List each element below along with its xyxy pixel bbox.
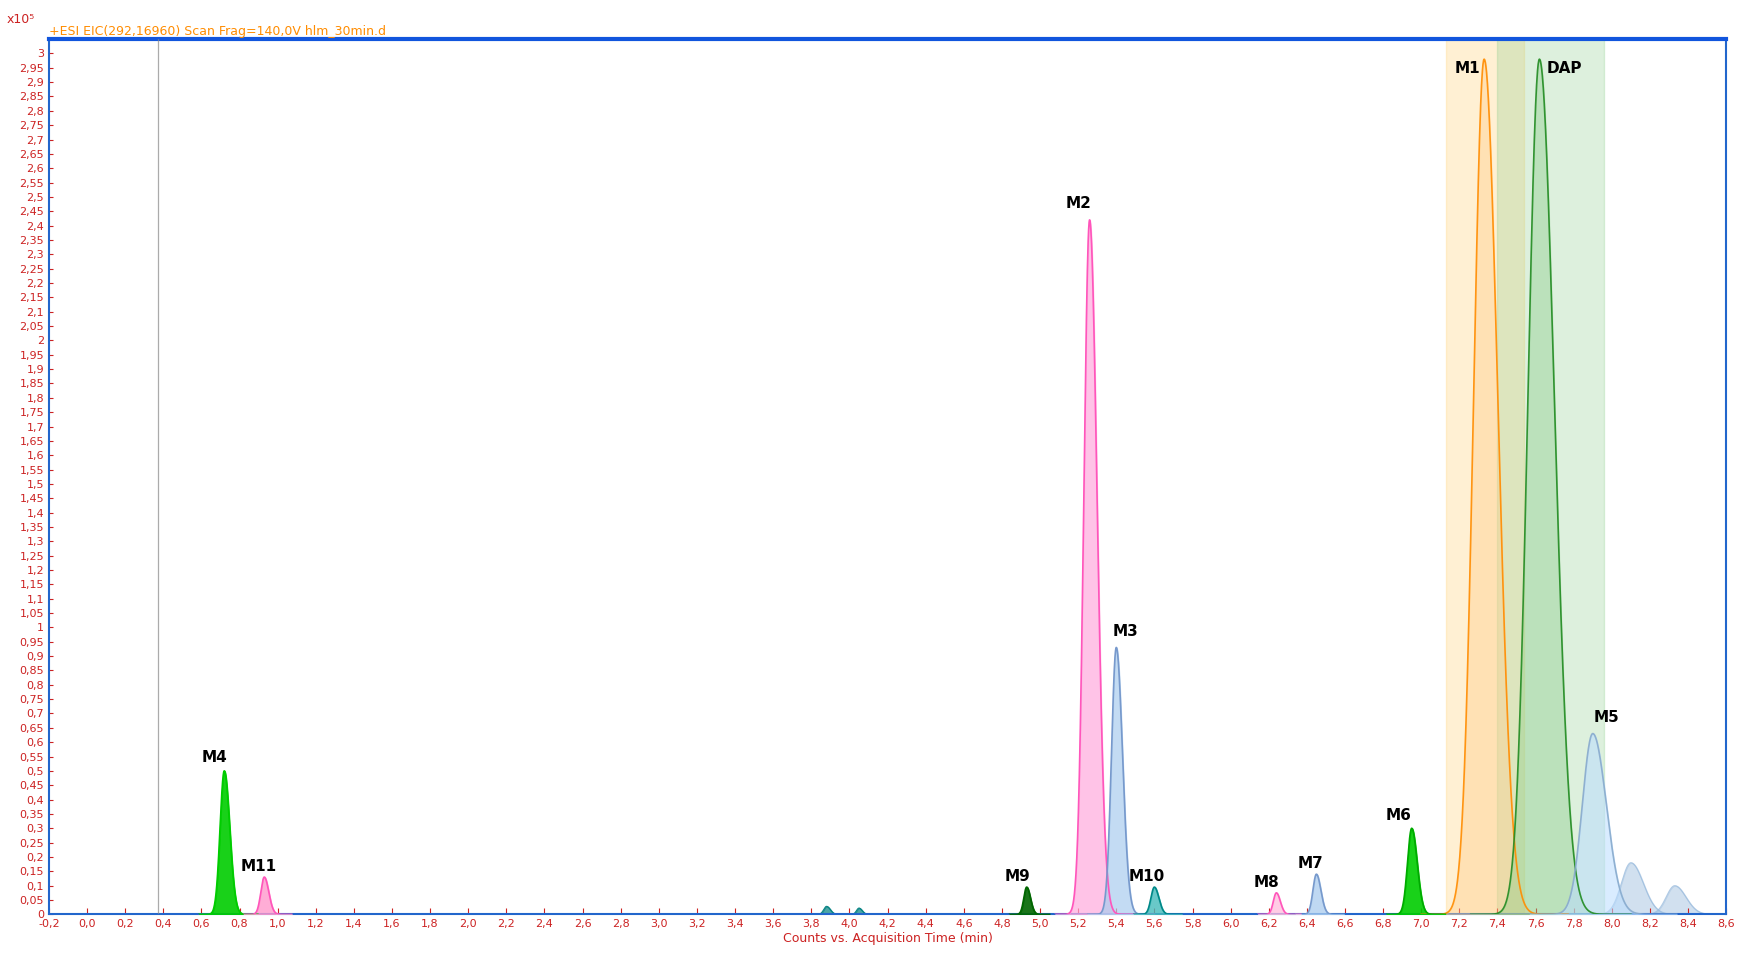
Text: M6: M6 bbox=[1386, 807, 1410, 823]
Bar bbox=[1498, 39, 1605, 914]
Text: x10⁵: x10⁵ bbox=[7, 12, 35, 26]
Text: DAP: DAP bbox=[1547, 61, 1582, 77]
Text: M1: M1 bbox=[1454, 61, 1480, 77]
Text: +ESI EIC(292,16960) Scan Frag=140,0V hlm_30min.d: +ESI EIC(292,16960) Scan Frag=140,0V hlm… bbox=[49, 25, 387, 38]
Bar bbox=[1446, 39, 1524, 914]
Text: M10: M10 bbox=[1129, 869, 1166, 884]
Text: M4: M4 bbox=[201, 750, 228, 765]
Text: M11: M11 bbox=[240, 859, 276, 875]
Text: M9: M9 bbox=[1004, 869, 1031, 884]
Text: M2: M2 bbox=[1066, 196, 1090, 211]
X-axis label: Counts vs. Acquisition Time (min): Counts vs. Acquisition Time (min) bbox=[782, 932, 992, 945]
Text: M8: M8 bbox=[1255, 875, 1279, 890]
Text: M5: M5 bbox=[1592, 710, 1619, 725]
Text: M3: M3 bbox=[1113, 624, 1139, 638]
Text: M7: M7 bbox=[1298, 856, 1323, 872]
